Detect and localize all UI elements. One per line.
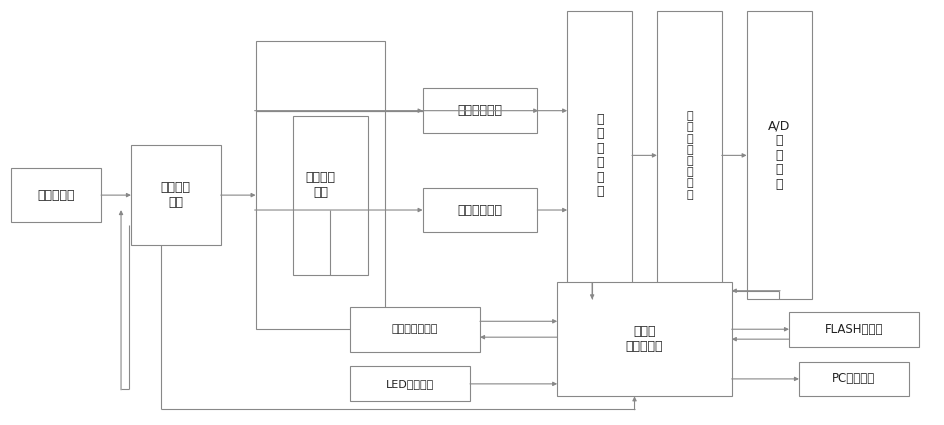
Text: 电压采样模块: 电压采样模块 bbox=[457, 204, 502, 216]
Text: LED显示模块: LED显示模块 bbox=[386, 379, 434, 389]
Bar bbox=[422, 188, 537, 232]
Bar bbox=[788, 312, 918, 347]
Text: 驱动信号源: 驱动信号源 bbox=[38, 189, 75, 201]
Bar bbox=[566, 11, 632, 300]
Bar bbox=[656, 11, 721, 300]
Text: 电流采样模块: 电流采样模块 bbox=[457, 104, 502, 117]
Text: 可编程
门列阵芯片: 可编程 门列阵芯片 bbox=[625, 326, 663, 353]
Bar bbox=[131, 145, 221, 245]
Bar bbox=[799, 362, 908, 396]
Text: 圆筒电极
模型: 圆筒电极 模型 bbox=[305, 171, 335, 199]
Text: 模拟开关
单元: 模拟开关 单元 bbox=[160, 181, 191, 209]
Text: A/D
转
换
模
块: A/D 转 换 模 块 bbox=[767, 120, 789, 191]
Bar bbox=[422, 88, 537, 133]
Bar bbox=[11, 168, 101, 222]
Text: 同步动态存储器: 同步动态存储器 bbox=[392, 324, 438, 334]
Text: FLASH存储器: FLASH存储器 bbox=[824, 323, 883, 336]
Bar bbox=[350, 366, 469, 401]
Bar bbox=[256, 41, 385, 329]
Text: 真
有
效
值
转
换
模
块: 真 有 效 值 转 换 模 块 bbox=[685, 111, 692, 200]
Bar bbox=[350, 307, 480, 351]
Bar bbox=[746, 11, 811, 300]
Bar bbox=[557, 282, 731, 396]
Text: PC接口模块: PC接口模块 bbox=[832, 372, 874, 385]
Bar bbox=[293, 116, 367, 275]
Text: 程
控
放
大
模
块: 程 控 放 大 模 块 bbox=[596, 113, 602, 198]
